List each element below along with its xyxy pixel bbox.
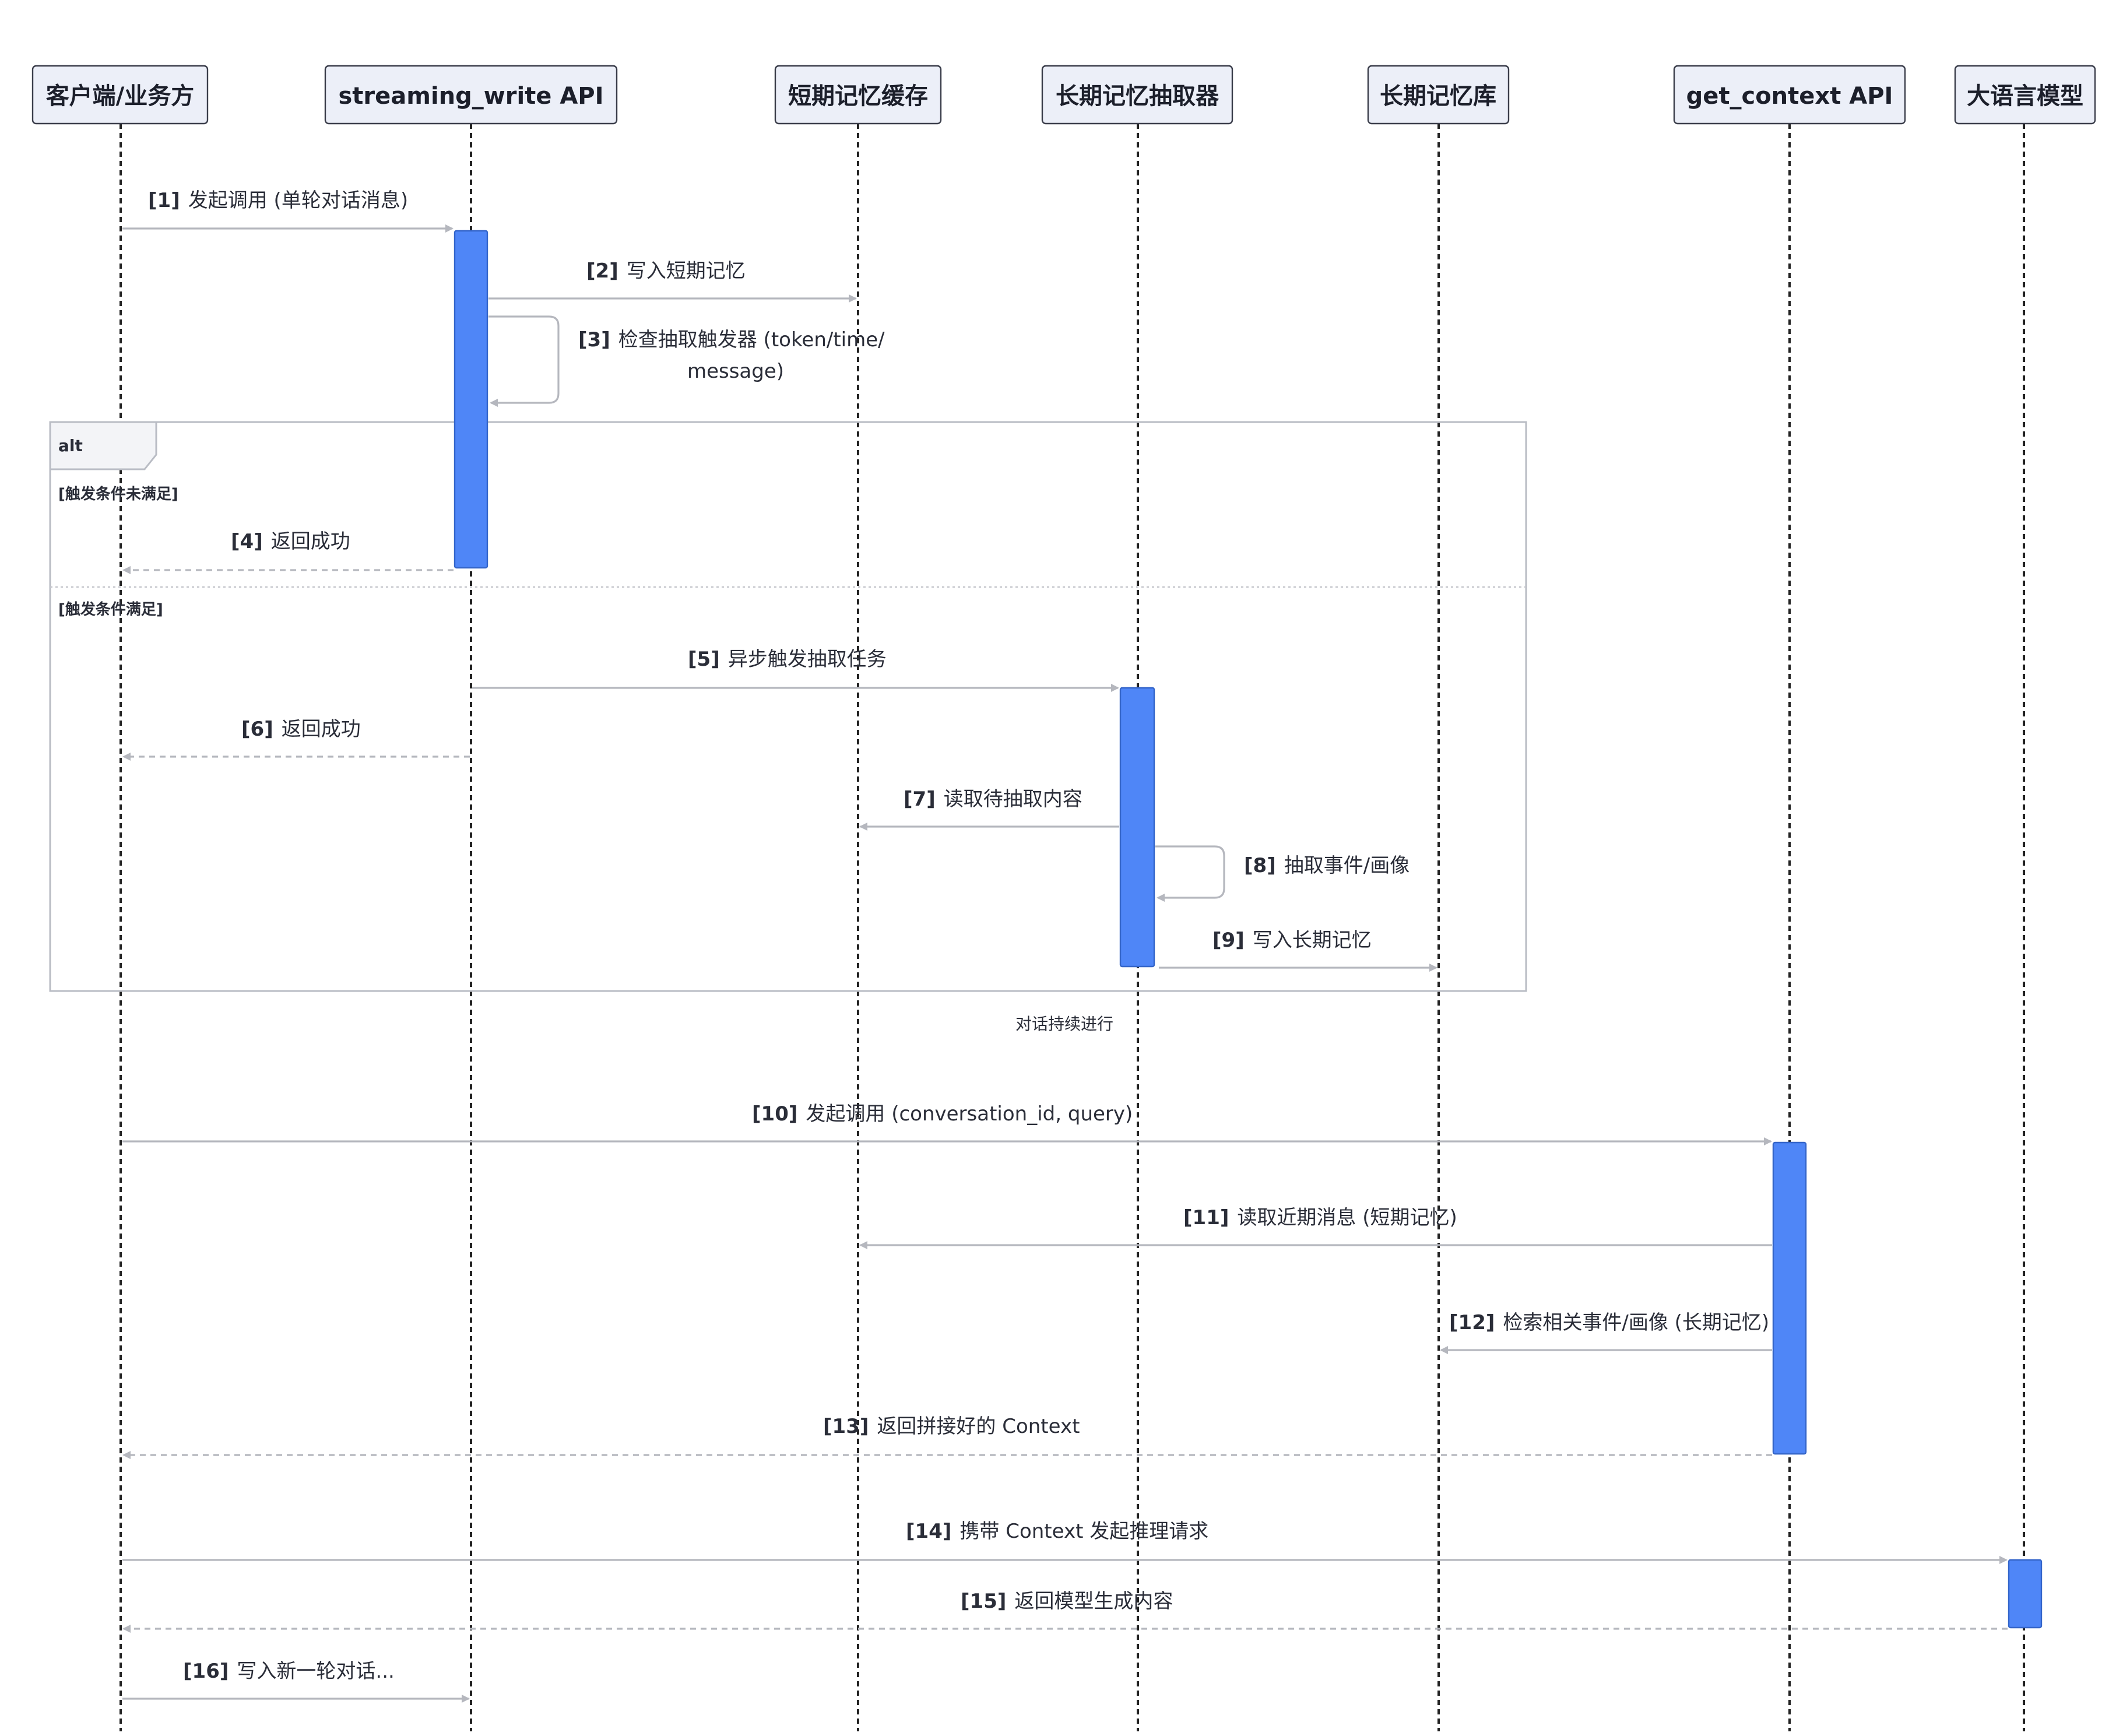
message-5: [5] 异步触发抽取任务 <box>472 648 1119 692</box>
svg-text:[15]返回模型生成内容: [15] 返回模型生成内容 <box>961 1590 1173 1613</box>
participant-streaming-write-api: streaming_write API <box>324 65 618 125</box>
participant-extractor: 长期记忆抽取器 <box>1041 65 1233 125</box>
participant-label: 大语言模型 <box>1967 83 2083 110</box>
svg-text:[2]写入短期记忆: [2] 写入短期记忆 <box>586 259 746 283</box>
message-label-continued: message) <box>687 360 784 383</box>
message-arrow <box>1155 845 1225 902</box>
svg-text:[13]返回拼接好的 Context: [13] 返回拼接好的 Context <box>823 1415 1080 1438</box>
message-number: [1] <box>148 189 180 212</box>
message-number: [9] <box>1212 929 1245 952</box>
message-label: 检索相关事件/画像 (长期记忆) <box>1503 1311 1769 1334</box>
participant-llm: 大语言模型 <box>1954 65 2096 125</box>
message-number: [13] <box>823 1415 869 1438</box>
alt-frame: alt [触发条件未满足] [触发条件满足] <box>49 421 1527 992</box>
message-label: 读取待抽取内容 <box>944 788 1082 811</box>
message-label: 返回成功 <box>271 530 350 553</box>
activation-get-context-api <box>1772 1141 1807 1455</box>
message-3: [3] 检查抽取触发器 (token/time/ message) <box>488 315 885 407</box>
message-number: [12] <box>1449 1311 1495 1334</box>
message-label: 写入新一轮对话... <box>237 1660 394 1683</box>
activations <box>454 230 2043 1629</box>
message-label: 返回拼接好的 Context <box>877 1415 1080 1438</box>
message-label: 抽取事件/画像 <box>1284 854 1410 877</box>
alt-guard-met: [触发条件满足] <box>58 600 163 619</box>
message-8: [8] 抽取事件/画像 <box>1155 845 1410 902</box>
svg-text:[10]发起调用 (conversation_id, que: [10] 发起调用 (conversation_id, query) <box>752 1102 1133 1126</box>
message-label: 检查抽取触发器 (token/time/ <box>618 328 885 352</box>
message-10: [10] 发起调用 (conversation_id, query) <box>122 1102 1772 1145</box>
alt-frame-label: alt <box>58 436 83 455</box>
message-number: [8] <box>1244 854 1276 877</box>
message-label: 返回模型生成内容 <box>1014 1590 1173 1613</box>
message-label: 异步触发抽取任务 <box>728 648 887 671</box>
participant-label: 长期记忆库 <box>1380 83 1496 110</box>
message-16: [16] 写入新一轮对话... <box>122 1660 470 1703</box>
svg-text:[6]返回成功: [6] 返回成功 <box>241 718 361 741</box>
participant-label: 长期记忆抽取器 <box>1056 83 1219 110</box>
message-number: [16] <box>183 1660 229 1683</box>
message-label: 写入长期记忆 <box>1253 929 1372 952</box>
message-number: [2] <box>586 259 618 283</box>
activation-extractor <box>1119 687 1155 968</box>
message-number: [14] <box>906 1520 951 1543</box>
message-15: [15] 返回模型生成内容 <box>122 1590 2008 1633</box>
svg-text:[9]写入长期记忆: [9] 写入长期记忆 <box>1212 929 1372 952</box>
svg-text:[3]检查抽取触发器 (token/time/: [3] 检查抽取触发器 (token/time/ <box>578 328 885 352</box>
message-number: [5] <box>688 648 720 671</box>
message-label: 读取近期消息 (短期记忆) <box>1237 1206 1457 1229</box>
svg-text:[16]写入新一轮对话...: [16] 写入新一轮对话... <box>183 1660 395 1683</box>
message-label: 写入短期记忆 <box>627 259 746 283</box>
message-label: 返回成功 <box>282 718 361 741</box>
message-6: [6] 返回成功 <box>122 718 470 761</box>
message-number: [7] <box>904 788 936 811</box>
message-number: [15] <box>961 1590 1006 1613</box>
activation-llm <box>2008 1559 2043 1629</box>
message-13: [13] 返回拼接好的 Context <box>122 1415 1772 1459</box>
participant-label: 客户端/业务方 <box>46 83 195 110</box>
participant-label: get_context API <box>1686 83 1893 110</box>
svg-text:[4]返回成功: [4] 返回成功 <box>231 530 350 553</box>
message-4: [4] 返回成功 <box>122 530 454 574</box>
messages: [1] 发起调用 (单轮对话消息) [2] 写入短期记忆 [3] 检查抽取触发器 (t… <box>122 189 2008 1703</box>
svg-text:[5]异步触发抽取任务: [5] 异步触发抽取任务 <box>688 648 887 671</box>
message-number: [3] <box>578 328 610 352</box>
message-number: [4] <box>231 530 263 553</box>
message-12: [12] 检索相关事件/画像 (长期记忆) <box>1440 1311 1772 1354</box>
activation-streaming-write-api <box>454 230 488 569</box>
lifelines <box>119 124 2025 1731</box>
participant-get-context-api: get_context API <box>1673 65 1906 125</box>
continuation-note: 对话持续进行 <box>1015 1014 1113 1034</box>
svg-text:[14]携带 Context 发起推理请求: [14] 携带 Context 发起推理请求 <box>906 1520 1208 1543</box>
svg-text:[7]读取待抽取内容: [7] 读取待抽取内容 <box>904 788 1082 811</box>
participant-label: 短期记忆缓存 <box>788 83 928 110</box>
message-label: 发起调用 (conversation_id, query) <box>806 1102 1133 1126</box>
message-number: [10] <box>752 1102 797 1126</box>
participant-long-term-store: 长期记忆库 <box>1367 65 1510 125</box>
message-11: [11] 读取近期消息 (短期记忆) <box>859 1206 1772 1249</box>
participant-client: 客户端/业务方 <box>31 65 209 125</box>
alt-guard-not-met: [触发条件未满足] <box>58 485 178 503</box>
message-9: [9] 写入长期记忆 <box>1159 929 1437 972</box>
participant-short-term-cache: 短期记忆缓存 <box>774 65 942 125</box>
message-7: [7] 读取待抽取内容 <box>859 788 1119 831</box>
svg-text:[11]读取近期消息 (短期记忆): [11] 读取近期消息 (短期记忆) <box>1183 1206 1457 1229</box>
message-label: 携带 Context 发起推理请求 <box>959 1520 1208 1543</box>
message-arrow <box>488 315 560 407</box>
svg-text:[1]发起调用 (单轮对话消息): [1] 发起调用 (单轮对话消息) <box>148 189 408 212</box>
message-1: [1] 发起调用 (单轮对话消息) <box>122 189 454 233</box>
svg-text:[12]检索相关事件/画像 (长期记忆): [12] 检索相关事件/画像 (长期记忆) <box>1449 1311 1769 1334</box>
participant-label: streaming_write API <box>339 83 604 110</box>
message-14: [14] 携带 Context 发起推理请求 <box>122 1520 2008 1564</box>
message-number: [6] <box>241 718 273 741</box>
message-number: [11] <box>1183 1206 1229 1229</box>
participants: 客户端/业务方 streaming_write API 短期记忆缓存 长期记忆抽… <box>31 65 2096 125</box>
message-2: [2] 写入短期记忆 <box>488 259 857 303</box>
svg-text:[8]抽取事件/画像: [8] 抽取事件/画像 <box>1244 854 1410 877</box>
message-label: 发起调用 (单轮对话消息) <box>188 189 408 212</box>
